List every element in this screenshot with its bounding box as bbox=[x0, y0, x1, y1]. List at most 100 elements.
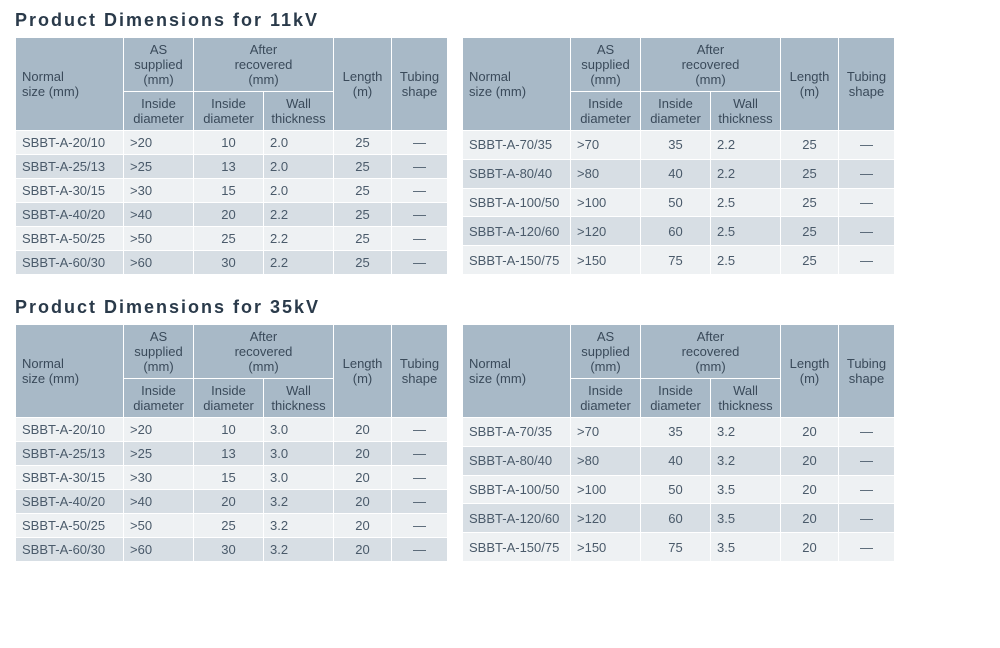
cell-supplied: >100 bbox=[571, 475, 641, 504]
cell-length: 20 bbox=[781, 504, 839, 533]
table-row: SBBT-A-70/35 >70 35 2.2 25 — bbox=[463, 131, 895, 160]
cell-supplied: >80 bbox=[571, 159, 641, 188]
cell-wall: 3.2 bbox=[264, 490, 334, 514]
cell-wall: 2.2 bbox=[264, 203, 334, 227]
cell-supplied: >120 bbox=[571, 217, 641, 246]
cell-length: 25 bbox=[781, 131, 839, 160]
cell-name: SBBT-A-40/20 bbox=[16, 490, 124, 514]
cell-supplied: >50 bbox=[124, 227, 194, 251]
cell-supplied: >40 bbox=[124, 203, 194, 227]
cell-recovered-id: 10 bbox=[194, 131, 264, 155]
cell-shape: — bbox=[392, 203, 448, 227]
cell-recovered-id: 40 bbox=[641, 446, 711, 475]
cell-recovered-id: 20 bbox=[194, 490, 264, 514]
cell-supplied: >20 bbox=[124, 131, 194, 155]
cell-length: 25 bbox=[781, 246, 839, 275]
table-row: SBBT-A-60/30 >60 30 2.2 25 — bbox=[16, 251, 448, 275]
cell-shape: — bbox=[839, 159, 895, 188]
cell-recovered-id: 13 bbox=[194, 442, 264, 466]
cell-name: SBBT-A-100/50 bbox=[463, 475, 571, 504]
col-normal-size: Normalsize (mm) bbox=[463, 38, 571, 131]
cell-shape: — bbox=[392, 538, 448, 562]
cell-supplied: >25 bbox=[124, 442, 194, 466]
cell-wall: 2.5 bbox=[711, 217, 781, 246]
cell-supplied: >100 bbox=[571, 188, 641, 217]
table-row: SBBT-A-70/35 >70 35 3.2 20 — bbox=[463, 418, 895, 447]
cell-wall: 2.2 bbox=[711, 131, 781, 160]
cell-length: 25 bbox=[334, 131, 392, 155]
cell-name: SBBT-A-70/35 bbox=[463, 418, 571, 447]
cell-recovered-id: 60 bbox=[641, 217, 711, 246]
cell-wall: 2.0 bbox=[264, 179, 334, 203]
cell-supplied: >25 bbox=[124, 155, 194, 179]
cell-length: 20 bbox=[781, 533, 839, 562]
cell-recovered-id: 13 bbox=[194, 155, 264, 179]
col-normal-size: Normalsize (mm) bbox=[463, 325, 571, 418]
cell-name: SBBT-A-50/25 bbox=[16, 227, 124, 251]
cell-name: SBBT-A-100/50 bbox=[463, 188, 571, 217]
col-tubing-shape: Tubingshape bbox=[839, 325, 895, 418]
cell-shape: — bbox=[392, 131, 448, 155]
col-length: Length(m) bbox=[781, 325, 839, 418]
table-row: SBBT-A-150/75 >150 75 2.5 25 — bbox=[463, 246, 895, 275]
cell-shape: — bbox=[392, 490, 448, 514]
col-inside-dia-recovered: Insidediameter bbox=[641, 92, 711, 131]
table-row: SBBT-A-50/25 >50 25 3.2 20 — bbox=[16, 514, 448, 538]
cell-name: SBBT-A-20/10 bbox=[16, 131, 124, 155]
col-as-supplied: ASsupplied(mm) bbox=[571, 38, 641, 92]
cell-supplied: >80 bbox=[571, 446, 641, 475]
cell-length: 25 bbox=[781, 217, 839, 246]
col-wall-thickness: Wallthickness bbox=[711, 379, 781, 418]
cell-supplied: >70 bbox=[571, 131, 641, 160]
cell-supplied: >30 bbox=[124, 179, 194, 203]
cell-name: SBBT-A-60/30 bbox=[16, 251, 124, 275]
cell-shape: — bbox=[392, 227, 448, 251]
cell-shape: — bbox=[839, 217, 895, 246]
col-inside-dia-recovered: Insidediameter bbox=[641, 379, 711, 418]
cell-recovered-id: 35 bbox=[641, 418, 711, 447]
cell-wall: 3.5 bbox=[711, 475, 781, 504]
cell-name: SBBT-A-80/40 bbox=[463, 446, 571, 475]
col-after-recovered: Afterrecovered(mm) bbox=[641, 325, 781, 379]
cell-shape: — bbox=[392, 466, 448, 490]
col-length: Length(m) bbox=[781, 38, 839, 131]
section-title: Product Dimensions for 11kV bbox=[15, 10, 985, 31]
col-wall-thickness: Wallthickness bbox=[264, 92, 334, 131]
cell-wall: 2.5 bbox=[711, 246, 781, 275]
cell-shape: — bbox=[392, 442, 448, 466]
cell-supplied: >30 bbox=[124, 466, 194, 490]
col-wall-thickness: Wallthickness bbox=[711, 92, 781, 131]
table-row: SBBT-A-30/15 >30 15 3.0 20 — bbox=[16, 466, 448, 490]
cell-name: SBBT-A-80/40 bbox=[463, 159, 571, 188]
col-normal-size: Normalsize (mm) bbox=[16, 325, 124, 418]
cell-name: SBBT-A-60/30 bbox=[16, 538, 124, 562]
cell-supplied: >150 bbox=[571, 533, 641, 562]
col-tubing-shape: Tubingshape bbox=[392, 325, 448, 418]
cell-wall: 3.5 bbox=[711, 533, 781, 562]
cell-recovered-id: 15 bbox=[194, 466, 264, 490]
cell-wall: 3.5 bbox=[711, 504, 781, 533]
cell-length: 25 bbox=[334, 155, 392, 179]
cell-shape: — bbox=[839, 418, 895, 447]
cell-length: 20 bbox=[334, 490, 392, 514]
cell-recovered-id: 25 bbox=[194, 227, 264, 251]
cell-length: 20 bbox=[781, 446, 839, 475]
cell-length: 20 bbox=[334, 442, 392, 466]
cell-shape: — bbox=[839, 533, 895, 562]
cell-length: 25 bbox=[334, 203, 392, 227]
cell-wall: 2.0 bbox=[264, 155, 334, 179]
tables-row: Normalsize (mm) ASsupplied(mm) Afterreco… bbox=[15, 324, 985, 562]
cell-supplied: >150 bbox=[571, 246, 641, 275]
col-length: Length(m) bbox=[334, 325, 392, 418]
dimensions-table: Normalsize (mm) ASsupplied(mm) Afterreco… bbox=[15, 324, 448, 562]
section: Product Dimensions for 11kV Normalsize (… bbox=[15, 10, 985, 275]
tables-row: Normalsize (mm) ASsupplied(mm) Afterreco… bbox=[15, 37, 985, 275]
table-row: SBBT-A-80/40 >80 40 3.2 20 — bbox=[463, 446, 895, 475]
table-row: SBBT-A-120/60 >120 60 3.5 20 — bbox=[463, 504, 895, 533]
col-as-supplied: ASsupplied(mm) bbox=[124, 38, 194, 92]
table-row: SBBT-A-50/25 >50 25 2.2 25 — bbox=[16, 227, 448, 251]
cell-name: SBBT-A-25/13 bbox=[16, 155, 124, 179]
section: Product Dimensions for 35kV Normalsize (… bbox=[15, 297, 985, 562]
cell-wall: 3.0 bbox=[264, 442, 334, 466]
table-row: SBBT-A-80/40 >80 40 2.2 25 — bbox=[463, 159, 895, 188]
